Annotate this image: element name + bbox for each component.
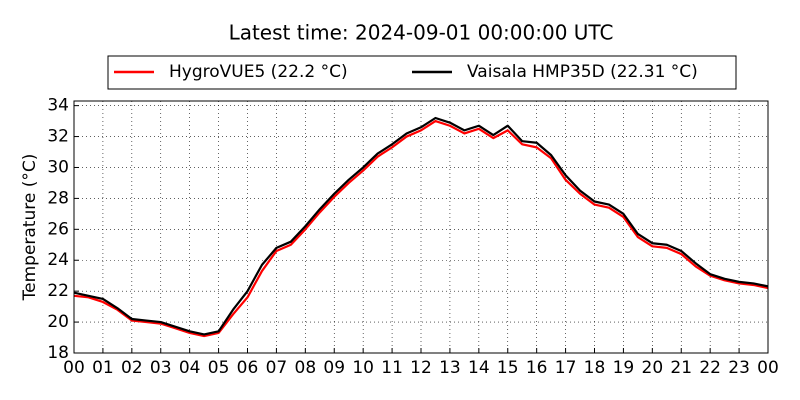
x-tick-label: 18 xyxy=(584,358,606,378)
x-tick-label: 00 xyxy=(757,358,779,378)
y-tick-label: 32 xyxy=(47,127,69,147)
series-line xyxy=(73,116,769,336)
legend-label: Vaisala HMP35D (22.31 °C) xyxy=(467,62,698,82)
x-tick-label: 14 xyxy=(468,358,490,378)
legend-label: HygroVUE5 (22.2 °C) xyxy=(169,62,348,82)
y-tick-label: 18 xyxy=(47,343,69,363)
x-tick-label: 04 xyxy=(179,358,201,378)
x-tick-label: 23 xyxy=(728,358,750,378)
y-tick-label: 30 xyxy=(47,157,69,177)
x-tick-label: 12 xyxy=(410,358,432,378)
y-tick-label: 26 xyxy=(47,219,69,239)
x-tick-label: 02 xyxy=(121,358,143,378)
y-tick-label: 20 xyxy=(47,312,69,332)
x-tick-label: 06 xyxy=(237,358,259,378)
y-axis-label: Temperature (°C) xyxy=(20,154,40,302)
y-tick-label: 34 xyxy=(47,96,69,116)
x-tick-label: 03 xyxy=(150,358,172,378)
x-tick-label: 11 xyxy=(381,358,403,378)
x-tick-label: 21 xyxy=(670,358,692,378)
x-tick-label: 10 xyxy=(352,358,374,378)
x-tick-label: 13 xyxy=(439,358,461,378)
x-tick-label: 20 xyxy=(642,358,664,378)
x-tick-label: 17 xyxy=(555,358,577,378)
x-tick-label: 08 xyxy=(295,358,317,378)
x-tick-label: 22 xyxy=(699,358,721,378)
chart-title: Latest time: 2024-09-01 00:00:00 UTC xyxy=(229,21,614,45)
x-tick-label: 19 xyxy=(613,358,635,378)
x-tick-label: 07 xyxy=(266,358,288,378)
x-tick-label: 09 xyxy=(323,358,345,378)
y-tick-label: 28 xyxy=(47,188,69,208)
plot-frame xyxy=(73,100,769,354)
x-tick-label: 15 xyxy=(497,358,519,378)
x-tick-label: 01 xyxy=(92,358,114,378)
series-line xyxy=(73,119,769,338)
x-tick-label: 00 xyxy=(63,358,85,378)
x-tick-label: 16 xyxy=(526,358,548,378)
y-tick-label: 24 xyxy=(47,250,69,270)
y-tick-label: 22 xyxy=(47,281,69,301)
x-tick-label: 05 xyxy=(208,358,230,378)
